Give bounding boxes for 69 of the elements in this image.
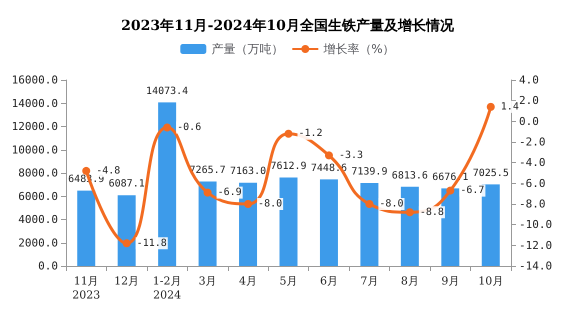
y2-tick-label: -14.0: [519, 260, 552, 272]
chart-title: 2023年11月-2024年10月全国生铁产量及增长情况: [121, 17, 455, 34]
bar: [280, 178, 298, 266]
point: [406, 208, 414, 216]
data-label: -11.8: [136, 238, 167, 249]
data-label: -8.0: [379, 198, 404, 210]
bar: [198, 182, 217, 266]
y2-tick-label: 2.0: [519, 94, 539, 108]
data-label: 7163.0: [230, 166, 266, 178]
data-label: 7025.5: [472, 168, 509, 179]
point: [82, 166, 90, 175]
data-label: -6.9: [218, 187, 242, 198]
bar: [360, 183, 378, 266]
data-label: -8.8: [420, 206, 444, 218]
point: [284, 130, 292, 138]
point: [486, 102, 495, 111]
x-tick-label: 3月: [198, 274, 217, 288]
x-tick-label: 9月: [441, 274, 460, 288]
data-label: -1.2: [298, 128, 323, 140]
data-label: -0.6: [177, 122, 202, 134]
point: [122, 239, 131, 248]
y2-tick-label: -6.0: [519, 176, 546, 190]
x-tick-label: 10月: [478, 274, 504, 288]
y2-tick-label: -4.0: [519, 156, 546, 170]
y-tick-label: 6000.0: [18, 190, 58, 203]
y2-tick-label: -10.0: [519, 218, 552, 232]
bar: [118, 195, 136, 266]
y-tick-label: 2000.0: [18, 236, 58, 250]
data-label: 1.4: [500, 101, 519, 112]
y-tick-label: 4000.0: [18, 213, 58, 226]
data-label: 7139.9: [351, 166, 388, 178]
point: [163, 124, 172, 132]
legend-label: 产量（万吨）: [211, 42, 284, 56]
y-tick-label: 16000.0: [12, 74, 58, 86]
point: [365, 200, 374, 208]
data-label: 14073.4: [146, 86, 188, 97]
y2-tick-label: 4.0: [519, 74, 539, 86]
data-label: -6.7: [460, 185, 484, 196]
x-tick-label: 7月: [360, 274, 378, 288]
data-label: -4.8: [96, 165, 120, 176]
data-label: 6813.6: [392, 170, 428, 182]
y-tick-label: 10000.0: [12, 143, 58, 156]
data-label: -8.0: [258, 198, 282, 210]
x-tick-label: 8月: [400, 274, 419, 288]
y2-tick-label: -8.0: [519, 198, 546, 210]
y-tick-label: 0.0: [38, 260, 58, 272]
x-tick-label: 5月: [280, 274, 298, 288]
point: [446, 186, 454, 195]
data-label: 7612.9: [270, 161, 307, 172]
legend-label: 增长率（%）: [322, 42, 395, 56]
x-tick-label: 6月: [320, 274, 338, 288]
x-tick-label: 12月: [114, 274, 140, 288]
data-label: 6087.1: [108, 178, 145, 190]
point: [244, 200, 252, 208]
data-label: -3.3: [338, 150, 364, 161]
bar: [320, 179, 338, 266]
point: [324, 151, 333, 160]
x-tick-label: 11月 2023: [72, 274, 100, 302]
bar: [77, 190, 96, 266]
x-tick-label: 1-2月 2024: [152, 274, 182, 302]
y2-tick-label: 0.0: [519, 114, 539, 128]
y-tick-label: 14000.0: [12, 96, 58, 110]
y-tick-label: 8000.0: [18, 166, 58, 180]
point: [204, 188, 212, 197]
y2-tick-label: -2.0: [519, 136, 546, 148]
y2-tick-label: -12.0: [519, 238, 552, 252]
x-tick-label: 4月: [239, 274, 258, 288]
y-tick-label: 12000.0: [12, 120, 58, 133]
bar: [239, 182, 258, 266]
